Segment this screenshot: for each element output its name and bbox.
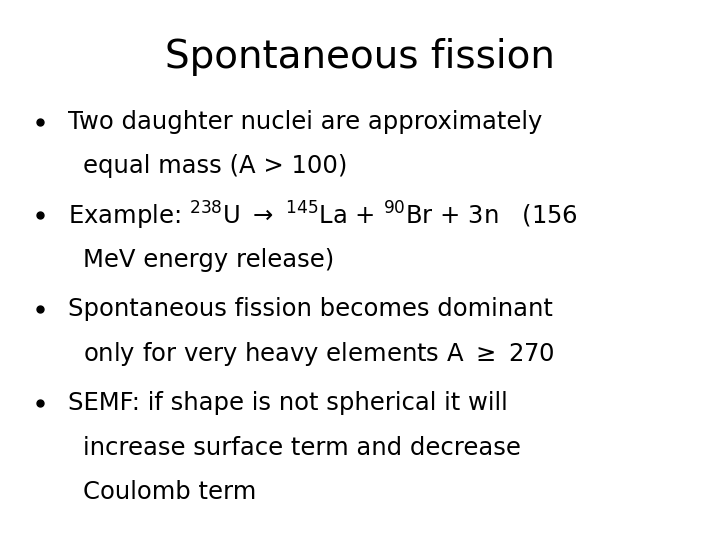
Text: Example: $^{238}$U $\rightarrow$ $^{145}$La + $^{90}$Br + 3n   (156: Example: $^{238}$U $\rightarrow$ $^{145}… — [68, 199, 578, 232]
Text: SEMF: if shape is not spherical it will: SEMF: if shape is not spherical it will — [68, 392, 508, 415]
Text: increase surface term and decrease: increase surface term and decrease — [83, 436, 521, 460]
Text: Spontaneous fission becomes dominant: Spontaneous fission becomes dominant — [68, 298, 553, 321]
Text: Two daughter nuclei are approximately: Two daughter nuclei are approximately — [68, 110, 543, 133]
Text: equal mass (A > 100): equal mass (A > 100) — [83, 154, 347, 178]
Text: only for very heavy elements A $\geq$ 270: only for very heavy elements A $\geq$ 27… — [83, 340, 554, 368]
Text: Coulomb term: Coulomb term — [83, 480, 256, 504]
Text: MeV energy release): MeV energy release) — [83, 248, 334, 272]
Text: Spontaneous fission: Spontaneous fission — [165, 38, 555, 76]
